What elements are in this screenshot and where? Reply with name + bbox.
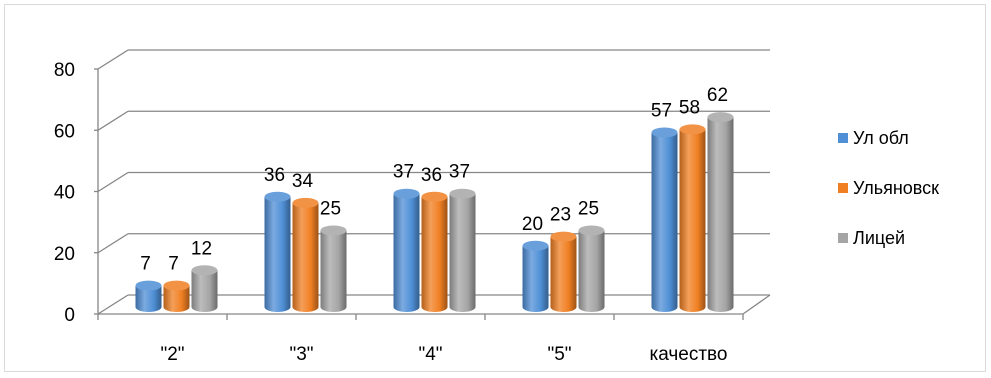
bar-top-4-2 [707, 112, 734, 123]
data-labels: 7 7 12 36 34 25 37 36 37 20 23 25 57 58 62 [140, 85, 728, 274]
data-label-0-1: 7 [168, 254, 179, 275]
data-label-3-2: 25 [578, 198, 599, 219]
gridline-side-2 [97, 171, 129, 193]
legend-swatch-2 [838, 233, 848, 243]
bar-top-2-2 [449, 188, 476, 199]
bar-body-0-2 [191, 270, 218, 312]
data-label-4-0: 57 [651, 100, 672, 121]
data-label-1-1: 34 [292, 171, 314, 192]
bar-body-2-0 [393, 193, 420, 312]
data-label-3-1: 23 [550, 205, 571, 226]
bar-top-1-2 [320, 225, 347, 236]
bar-4-1 [679, 124, 706, 312]
bar-1-2 [320, 225, 347, 312]
gridline-side-4 [97, 49, 129, 70]
bar-body-4-0 [651, 132, 678, 312]
legend: Ул обл Ульяновск Лицей [838, 128, 988, 278]
floor-right-edge [742, 294, 771, 315]
x-tick-label-0: "2" [160, 344, 184, 365]
bar-top-4-0 [651, 127, 678, 138]
bar-body-2-2 [449, 193, 476, 312]
bar-3-1 [550, 231, 577, 312]
bar-2-0 [393, 188, 420, 312]
legend-item-1: Ульяновск [838, 178, 988, 198]
bar-top-0-0 [135, 280, 162, 291]
y-tick-label-4: 80 [54, 60, 75, 81]
bar-body-4-1 [679, 129, 706, 312]
bar-body-1-2 [320, 230, 347, 312]
bar-top-2-0 [393, 188, 420, 199]
bar-0-1 [163, 280, 190, 312]
bar-body-3-2 [578, 230, 605, 312]
legend-item-2: Лицей [838, 228, 988, 248]
data-label-2-0: 37 [393, 162, 414, 183]
axes [97, 69, 771, 320]
data-label-3-0: 20 [522, 214, 543, 235]
data-label-4-1: 58 [679, 97, 700, 118]
bar-0-2 [191, 265, 218, 312]
x-tick-label-4: качество [650, 344, 728, 365]
bars [135, 112, 734, 312]
bar-1-1 [292, 197, 319, 312]
y-tick-label-2: 40 [54, 183, 75, 204]
bar-top-3-2 [578, 225, 605, 236]
bar-body-2-1 [421, 196, 448, 312]
legend-label-0: Ул обл [853, 128, 909, 148]
bar-top-1-0 [264, 191, 291, 202]
legend-swatch-1 [838, 183, 848, 193]
x-tick-label-3: "5" [547, 344, 571, 365]
legend-swatch-0 [838, 133, 848, 143]
bar-0-0 [135, 280, 162, 312]
data-label-0-2: 12 [191, 238, 212, 259]
data-label-1-0: 36 [264, 165, 285, 186]
bar-top-1-1 [292, 197, 319, 208]
bar-1-0 [264, 191, 291, 312]
bar-top-0-1 [163, 280, 190, 291]
bar-3-2 [578, 225, 605, 312]
bar-body-3-0 [522, 245, 549, 312]
data-label-0-0: 7 [140, 254, 151, 275]
y-tick-label-0: 0 [64, 305, 75, 326]
bar-4-2 [707, 112, 734, 312]
bar-2-1 [421, 191, 448, 312]
bar-top-0-2 [191, 265, 218, 276]
bar-top-2-1 [421, 191, 448, 202]
legend-label-1: Ульяновск [853, 178, 940, 198]
bar-top-3-1 [550, 231, 577, 242]
legend-item-0: Ул обл [838, 128, 988, 148]
data-label-2-2: 37 [449, 162, 470, 183]
y-tick-label-1: 20 [54, 244, 75, 265]
data-label-4-2: 62 [707, 85, 728, 106]
bar-body-3-1 [550, 236, 577, 312]
gridline-side-3 [97, 110, 129, 131]
gridline-side-0 [97, 294, 129, 315]
bar-top-3-0 [522, 240, 549, 251]
bar-body-0-1 [163, 285, 190, 312]
bar-2-2 [449, 188, 476, 312]
gridline-side-1 [97, 233, 129, 254]
bar-body-1-0 [264, 196, 291, 312]
x-tick-label-1: "3" [289, 344, 313, 365]
x-tick-label-2: "4" [418, 344, 442, 365]
data-label-2-1: 36 [421, 165, 442, 186]
legend-label-2: Лицей [853, 228, 906, 248]
bar-body-1-1 [292, 202, 319, 312]
bar-3-0 [522, 240, 549, 312]
y-tick-label-3: 60 [54, 121, 75, 142]
bar-4-0 [651, 127, 678, 312]
data-label-1-2: 25 [320, 198, 341, 219]
bar-body-4-2 [707, 117, 734, 312]
bar-body-0-0 [135, 285, 162, 312]
bar-top-4-1 [679, 124, 706, 135]
tick-labels: 0 20 40 60 80 "2" "3" "4" "5" качество [54, 60, 728, 365]
